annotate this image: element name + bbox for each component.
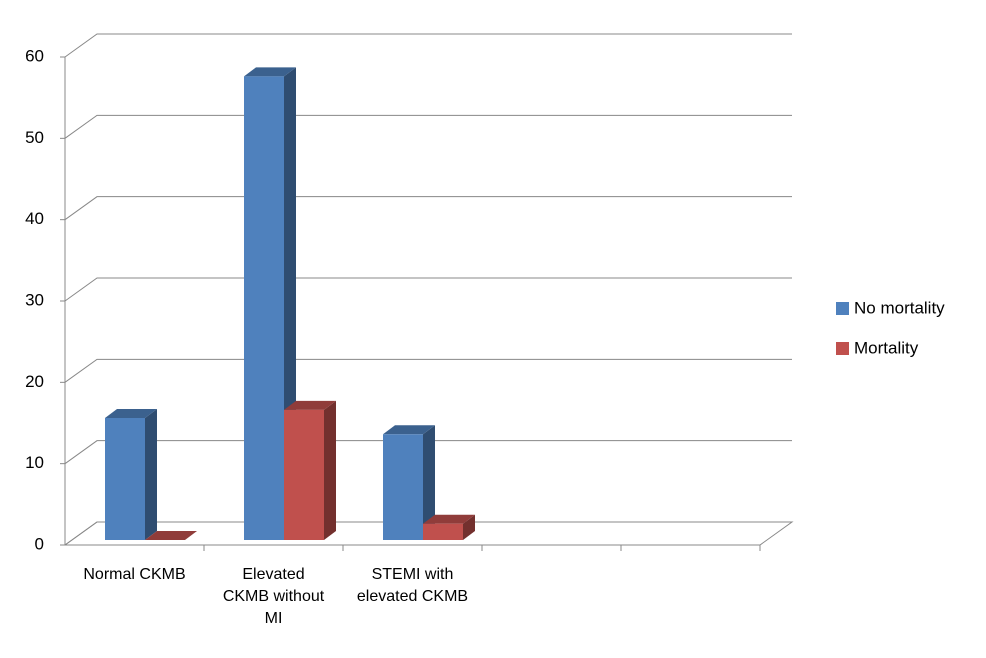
legend-swatch — [836, 302, 849, 315]
bar-front — [105, 418, 145, 540]
bar-front — [423, 523, 463, 540]
y-tick-label: 40 — [25, 209, 44, 228]
grid-line — [64, 196, 792, 221]
x-tick-label: Normal CKMB — [83, 566, 186, 583]
grid-line — [64, 440, 792, 465]
grid-line — [64, 277, 792, 302]
bar-top — [423, 514, 475, 524]
x-tick-label: Elevated CKMB without MI — [222, 566, 325, 627]
bar-front — [284, 409, 324, 540]
grid-line — [64, 358, 792, 383]
grid-line — [64, 33, 792, 58]
bar — [383, 425, 435, 540]
grid-line — [64, 521, 792, 546]
y-tick-label: 0 — [35, 534, 44, 553]
grid-line — [64, 114, 792, 139]
bar — [105, 409, 157, 540]
y-tick-label: 10 — [25, 453, 44, 472]
y-tick-label: 60 — [25, 46, 44, 65]
bar-side — [423, 425, 435, 540]
legend-swatch — [836, 342, 849, 355]
bar-side — [145, 409, 157, 540]
bar-front — [244, 76, 284, 541]
y-tick-label: 50 — [25, 128, 44, 147]
bar-top — [145, 531, 197, 540]
bar-top — [284, 400, 336, 410]
bar-top — [105, 409, 157, 418]
legend-label: No mortality — [854, 298, 945, 317]
bar-side — [463, 514, 475, 540]
legend-label: Mortality — [854, 338, 919, 357]
x-tick-label: STEMI with elevated CKMB — [356, 566, 469, 605]
bar — [284, 400, 336, 540]
bar — [145, 531, 197, 540]
bar — [244, 67, 296, 541]
bar-front — [383, 434, 423, 540]
y-tick-label: 30 — [25, 290, 44, 309]
bar-top — [383, 425, 435, 435]
y-tick-label: 20 — [25, 372, 44, 391]
bar — [423, 514, 475, 540]
bar-top — [244, 67, 296, 77]
bar-side — [324, 400, 336, 540]
